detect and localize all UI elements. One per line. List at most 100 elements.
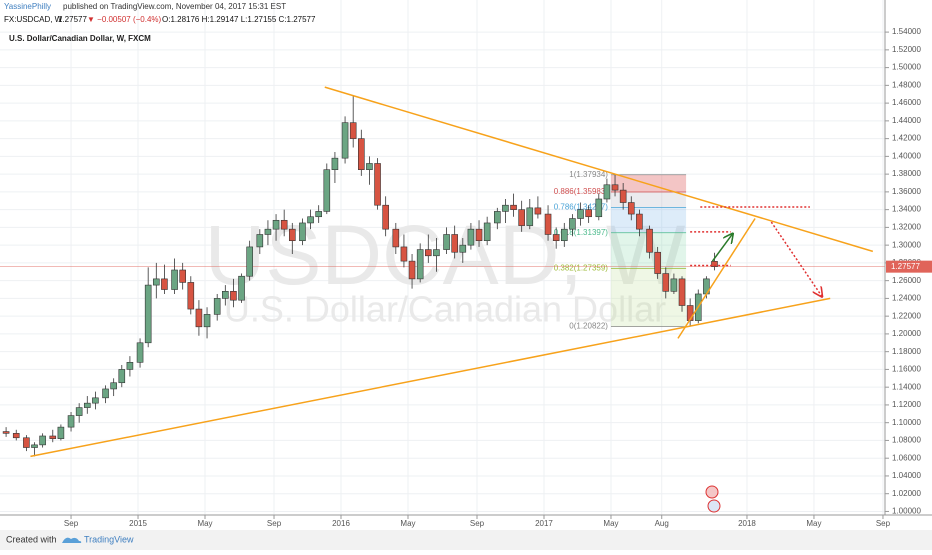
candle-body xyxy=(603,184,611,200)
candle-body xyxy=(459,244,467,253)
y-tick-label: 1.22000 xyxy=(892,311,921,320)
published: published on TradingView.com, November 0… xyxy=(63,2,286,11)
candle-body xyxy=(39,435,46,446)
y-tick-label: 1.20000 xyxy=(892,329,921,338)
candle-body xyxy=(280,219,288,230)
candle-body xyxy=(636,213,643,230)
fib-label: 0.618(1.31397) xyxy=(554,228,609,237)
candle-body xyxy=(23,437,30,448)
candle-body xyxy=(544,213,552,235)
candle-body xyxy=(619,189,627,203)
candle-body xyxy=(424,249,432,257)
candle-body xyxy=(646,228,653,253)
y-tick-label: 1.34000 xyxy=(892,205,921,214)
candle-body xyxy=(307,216,314,224)
last-price-label: 1.27577 xyxy=(891,262,920,271)
candle-body xyxy=(678,278,686,306)
x-tick-label: Sep xyxy=(470,519,485,528)
footer xyxy=(0,530,932,550)
y-tick-label: 1.00000 xyxy=(892,507,921,516)
candle-body xyxy=(264,228,272,235)
footer-brand[interactable]: TradingView xyxy=(84,534,134,544)
candle-body xyxy=(203,314,211,328)
y-tick-label: 1.50000 xyxy=(892,63,921,72)
candle-body xyxy=(187,282,195,310)
candle-body xyxy=(171,269,178,290)
candle-body xyxy=(83,402,91,408)
candle-body xyxy=(711,261,718,267)
candle-body xyxy=(585,209,592,218)
candle-body xyxy=(57,426,65,439)
y-tick-label: 1.48000 xyxy=(892,80,921,89)
candle-body xyxy=(502,204,509,212)
fib-band xyxy=(610,268,687,327)
candle-body xyxy=(534,207,542,215)
candle-body xyxy=(230,291,237,301)
candle-body xyxy=(374,163,381,206)
y-tick-label: 1.24000 xyxy=(892,294,921,303)
candle-body xyxy=(195,308,203,328)
candle-body xyxy=(12,433,20,439)
candle-body xyxy=(213,298,221,315)
trend-line xyxy=(677,218,756,339)
y-tick-label: 1.46000 xyxy=(892,98,921,107)
x-tick-label: Sep xyxy=(876,519,891,528)
candle-body xyxy=(299,222,306,242)
event-icon xyxy=(707,499,721,513)
candle-body xyxy=(118,369,126,384)
candle-body xyxy=(31,444,38,448)
candle-body xyxy=(75,407,83,416)
candle-body xyxy=(272,219,280,230)
candle-body xyxy=(392,228,400,248)
candle-body xyxy=(433,249,440,257)
candle-body xyxy=(416,249,424,280)
y-tick-label: 1.26000 xyxy=(892,276,921,285)
last-price-box xyxy=(886,260,932,273)
symbol: FX:USDCAD, W xyxy=(4,15,63,24)
y-tick-label: 1.14000 xyxy=(892,382,921,391)
change: ▼ −0.00507 (−0.4%) xyxy=(87,15,162,24)
candle-body xyxy=(152,278,160,286)
candle-body xyxy=(577,209,584,219)
x-tick-label: May xyxy=(603,519,618,528)
candle-body xyxy=(451,234,458,253)
candle-body xyxy=(518,209,525,226)
x-tick-label: Sep xyxy=(267,519,282,528)
candle-body xyxy=(67,415,75,428)
candle-body xyxy=(366,163,373,170)
candle-body xyxy=(246,246,253,277)
brand-logo xyxy=(62,537,82,543)
candle-body xyxy=(110,382,117,390)
y-tick-label: 1.10000 xyxy=(892,418,921,427)
candle-body xyxy=(331,157,339,170)
price: 1.27577 xyxy=(58,15,87,24)
chart-title: U.S. Dollar/Canadian Dollar, W, FXCM xyxy=(9,34,151,43)
candle-body xyxy=(161,278,168,290)
candle-body xyxy=(494,211,501,224)
arrow xyxy=(770,221,822,297)
trend-line xyxy=(30,297,831,458)
candle-body xyxy=(144,284,152,344)
y-tick-label: 1.32000 xyxy=(892,223,921,232)
y-tick-label: 1.52000 xyxy=(892,45,921,54)
y-tick-label: 1.18000 xyxy=(892,347,921,356)
y-tick-label: 1.36000 xyxy=(892,187,921,196)
arrow xyxy=(711,234,732,262)
candle-body xyxy=(222,291,229,299)
x-tick-label: 2015 xyxy=(129,519,147,528)
candle-body xyxy=(662,273,670,292)
candle-body xyxy=(92,397,99,404)
y-tick-label: 1.02000 xyxy=(892,489,921,498)
candle-body xyxy=(2,431,10,434)
y-tick-label: 1.04000 xyxy=(892,471,921,480)
candle-body xyxy=(179,269,186,283)
y-tick-label: 1.30000 xyxy=(892,240,921,249)
author[interactable]: YassinePhilly xyxy=(4,2,51,11)
event-icons xyxy=(705,485,721,513)
y-tick-label: 1.06000 xyxy=(892,453,921,462)
candle-body xyxy=(560,228,568,242)
candle-body xyxy=(382,204,389,230)
y-tick-label: 1.12000 xyxy=(892,400,921,409)
candle-body xyxy=(670,278,678,292)
candle-body xyxy=(443,234,450,250)
